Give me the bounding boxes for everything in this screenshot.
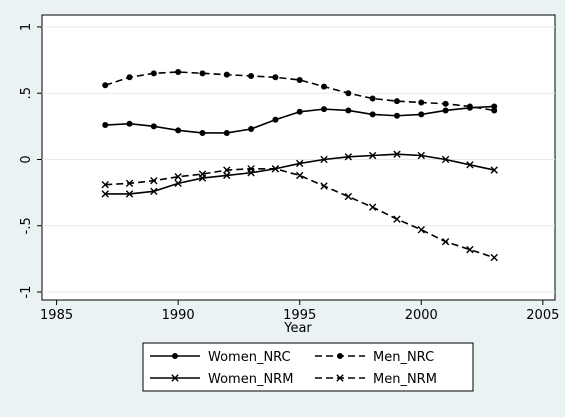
x-tick-label: 1985	[40, 308, 73, 323]
marker	[466, 161, 474, 169]
marker	[321, 106, 328, 113]
marker	[296, 108, 303, 115]
marker	[272, 74, 279, 81]
marker	[393, 112, 400, 119]
marker	[174, 179, 182, 188]
y-tick-label: -.5	[19, 217, 34, 234]
y-tick-label: .5	[19, 87, 34, 99]
marker	[368, 203, 377, 211]
marker	[199, 70, 206, 77]
marker	[344, 153, 353, 161]
marker	[175, 69, 182, 75]
marker	[199, 129, 206, 136]
marker	[101, 190, 109, 198]
marker	[150, 70, 157, 77]
y-tick-label: 1	[19, 23, 34, 31]
x-tick-label: 1990	[162, 308, 195, 323]
marker	[417, 151, 425, 160]
marker	[490, 253, 498, 262]
marker	[296, 76, 303, 83]
legend-label: Women_NRC	[208, 350, 291, 365]
legend-box	[142, 342, 474, 392]
y-tick-label: -1	[19, 286, 34, 299]
marker	[417, 226, 425, 234]
marker	[102, 122, 109, 129]
marker	[248, 126, 255, 132]
marker	[393, 215, 401, 223]
legend-marker	[336, 374, 344, 382]
marker	[126, 74, 133, 81]
marker	[418, 111, 425, 118]
x-tick-label: 1995	[283, 308, 316, 323]
marker	[345, 90, 352, 97]
marker	[393, 98, 400, 105]
marker	[321, 83, 328, 90]
x-tick-label: 2000	[405, 308, 438, 323]
marker	[344, 192, 353, 201]
legend-marker	[171, 374, 179, 382]
marker	[418, 99, 425, 106]
legend-label: Women_NRM	[208, 372, 293, 387]
marker	[320, 182, 328, 190]
legend-marker	[337, 353, 343, 359]
marker	[393, 150, 401, 158]
y-tick-label: 0	[19, 155, 34, 163]
marker	[247, 165, 255, 173]
marker	[320, 155, 328, 164]
plot-area	[41, 14, 556, 301]
marker	[223, 129, 230, 136]
legend-label: Men_NRM	[373, 372, 437, 387]
marker	[369, 111, 376, 118]
series-line	[104, 71, 495, 112]
marker	[466, 103, 473, 110]
marker	[125, 179, 134, 188]
marker	[150, 123, 157, 130]
x-axis-label: Year	[283, 321, 312, 336]
marker	[369, 95, 376, 102]
marker	[441, 155, 450, 164]
marker	[150, 177, 158, 185]
marker	[490, 166, 498, 174]
marker	[223, 71, 230, 78]
marker	[150, 187, 158, 195]
x-tick-label: 2005	[526, 308, 559, 323]
marker	[296, 159, 304, 168]
marker	[126, 120, 133, 127]
marker	[296, 171, 304, 180]
marker	[223, 166, 231, 174]
marker	[272, 116, 279, 123]
marker	[125, 190, 134, 198]
marker	[271, 165, 280, 173]
legend-marker	[172, 353, 178, 359]
marker	[198, 170, 207, 178]
marker	[174, 173, 182, 181]
marker	[441, 237, 450, 246]
marker	[345, 107, 352, 114]
marker	[442, 100, 449, 107]
marker	[223, 171, 231, 180]
marker	[248, 72, 255, 79]
marker	[466, 245, 474, 254]
legend-label: Men_NRC	[373, 350, 434, 365]
marker	[442, 107, 449, 114]
marker	[101, 180, 109, 189]
marker	[491, 107, 498, 114]
marker	[102, 82, 109, 89]
marker	[368, 151, 377, 160]
marker	[175, 127, 182, 134]
